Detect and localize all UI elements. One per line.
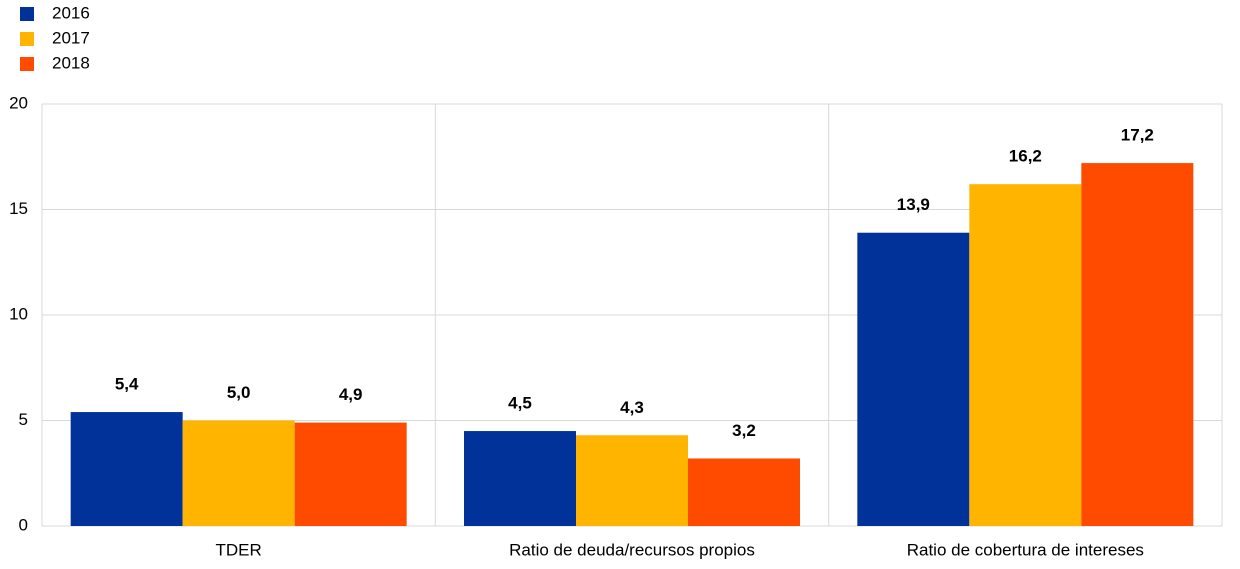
bar [464,431,576,526]
bar [576,435,688,526]
legend-label: 2017 [52,28,90,47]
legend-label: 2016 [52,3,90,22]
x-tick-label: TDER [216,540,262,559]
x-tick-label: Ratio de deuda/recursos propios [509,540,755,559]
value-label: 5,0 [227,383,251,402]
value-label: 16,2 [1009,147,1042,166]
bar [688,458,800,526]
x-tick-label: Ratio de cobertura de intereses [907,540,1144,559]
legend-swatch [20,57,34,71]
legend-swatch [20,32,34,46]
value-label: 13,9 [897,195,930,214]
legend-swatch [20,7,34,21]
bar [182,420,295,526]
y-tick-label: 0 [19,515,28,534]
y-tick-label: 15 [9,199,28,218]
bar [70,412,183,526]
bar [1081,163,1194,526]
bar [857,232,970,526]
value-label: 4,5 [508,394,532,413]
y-tick-label: 5 [19,410,28,429]
y-tick-label: 10 [9,304,28,323]
value-label: 4,9 [339,385,363,404]
y-tick-label: 20 [9,93,28,112]
value-label: 4,3 [620,398,644,417]
legend-label: 2018 [52,53,90,72]
bar [294,422,407,526]
value-label: 17,2 [1121,126,1154,145]
value-label: 5,4 [115,375,139,394]
bar [969,184,1082,526]
value-label: 3,2 [732,421,756,440]
